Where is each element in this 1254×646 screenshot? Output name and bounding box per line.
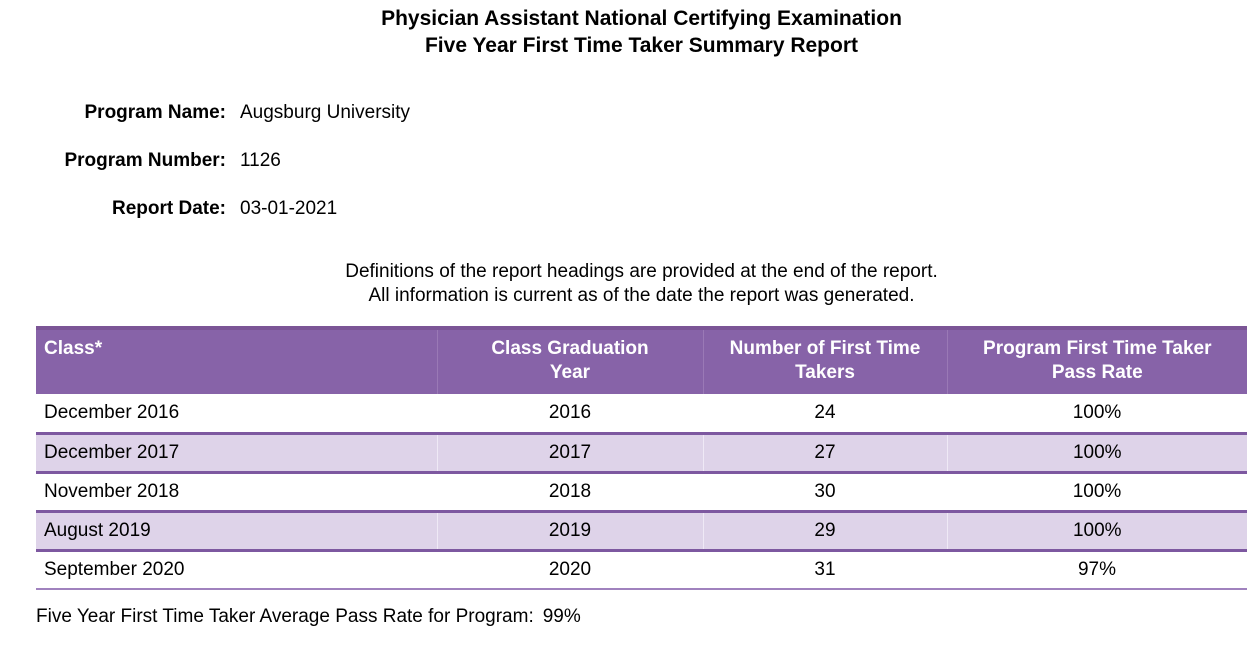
report-title-line1: Physician Assistant National Certifying … — [381, 7, 902, 30]
meta-row-program-number: Program Number: 1126 — [36, 150, 1247, 172]
report-date-value: 03-01-2021 — [240, 198, 338, 219]
header-class-label: Class* — [44, 338, 103, 359]
cell-grad-year: 2016 — [548, 401, 592, 423]
program-name-value: Augsburg University — [240, 102, 411, 123]
cell-grad-year: 2018 — [548, 480, 592, 502]
cell-grad-year: 2020 — [548, 558, 592, 580]
cell-class: November 2018 — [44, 480, 180, 502]
cell-class: December 2016 — [44, 401, 180, 423]
cell-grad-year: 2017 — [436, 433, 703, 472]
report-content: Physician Assistant National Certifying … — [36, 0, 1247, 628]
table-header: Class* Class Graduation Year Number of F… — [36, 328, 1247, 394]
header-grad-year-label: Class Graduation Year — [491, 338, 649, 383]
program-meta: Program Name: Augsburg University Progra… — [36, 102, 1247, 220]
cell-pass-rate: 100% — [1072, 480, 1122, 502]
table-row: November 2018 2018 30 100% — [36, 472, 1247, 511]
average-pass-rate-label: Five Year First Time Taker Average Pass … — [36, 606, 534, 627]
cell-class: September 2020 — [44, 558, 185, 580]
meta-row-report-date: Report Date: 03-01-2021 — [36, 198, 1247, 220]
program-number-value: 1126 — [240, 150, 281, 171]
cell-pass-rate: 100% — [1072, 401, 1122, 423]
cell-pass-rate: 100% — [946, 433, 1247, 472]
header-pass-rate-label: Program First Time Taker Pass Rate — [983, 338, 1212, 383]
table-row: August 2019 2019 29 100% — [36, 511, 1247, 550]
meta-row-program-name: Program Name: Augsburg University — [36, 102, 1247, 124]
note-definitions: Definitions of the report headings are p… — [345, 261, 938, 282]
table-row: December 2017 2017 27 100% — [36, 433, 1247, 472]
report-title-line2: Five Year First Time Taker Summary Repor… — [424, 34, 859, 57]
cell-class: August 2019 — [44, 519, 151, 541]
header-pass-rate: Program First Time Taker Pass Rate — [946, 328, 1247, 394]
cell-takers: 30 — [814, 480, 836, 502]
cell-takers: 29 — [702, 511, 947, 550]
table-header-row: Class* Class Graduation Year Number of F… — [36, 328, 1247, 394]
table-row: September 2020 2020 31 97% — [36, 550, 1247, 589]
cell-takers: 24 — [814, 401, 836, 423]
program-name-label: Program Name: — [84, 102, 227, 123]
header-first-time-takers-label: Number of First Time Takers — [729, 338, 921, 383]
average-pass-rate-value: 99% — [542, 606, 581, 627]
report-notes: Definitions of the report headings are p… — [36, 260, 1247, 308]
cell-class: December 2017 — [44, 441, 180, 463]
five-year-summary-table: Class* Class Graduation Year Number of F… — [36, 326, 1247, 590]
report-title: Physician Assistant National Certifying … — [36, 0, 1247, 59]
table-body: December 2016 2016 24 100% December 2017… — [36, 394, 1247, 589]
cell-pass-rate: 100% — [946, 511, 1247, 550]
cell-grad-year: 2019 — [436, 511, 703, 550]
cell-takers: 27 — [702, 433, 947, 472]
table-row: December 2016 2016 24 100% — [36, 394, 1247, 433]
header-first-time-takers: Number of First Time Takers — [702, 328, 947, 394]
average-pass-rate-summary: Five Year First Time Taker Average Pass … — [36, 606, 1247, 628]
program-number-label: Program Number: — [64, 150, 226, 171]
report-date-label: Report Date: — [111, 198, 226, 219]
note-current-info: All information is current as of the dat… — [368, 285, 915, 306]
cell-pass-rate: 97% — [1077, 558, 1117, 580]
header-class: Class* — [36, 328, 437, 394]
header-grad-year: Class Graduation Year — [436, 328, 703, 394]
cell-takers: 31 — [814, 558, 836, 580]
